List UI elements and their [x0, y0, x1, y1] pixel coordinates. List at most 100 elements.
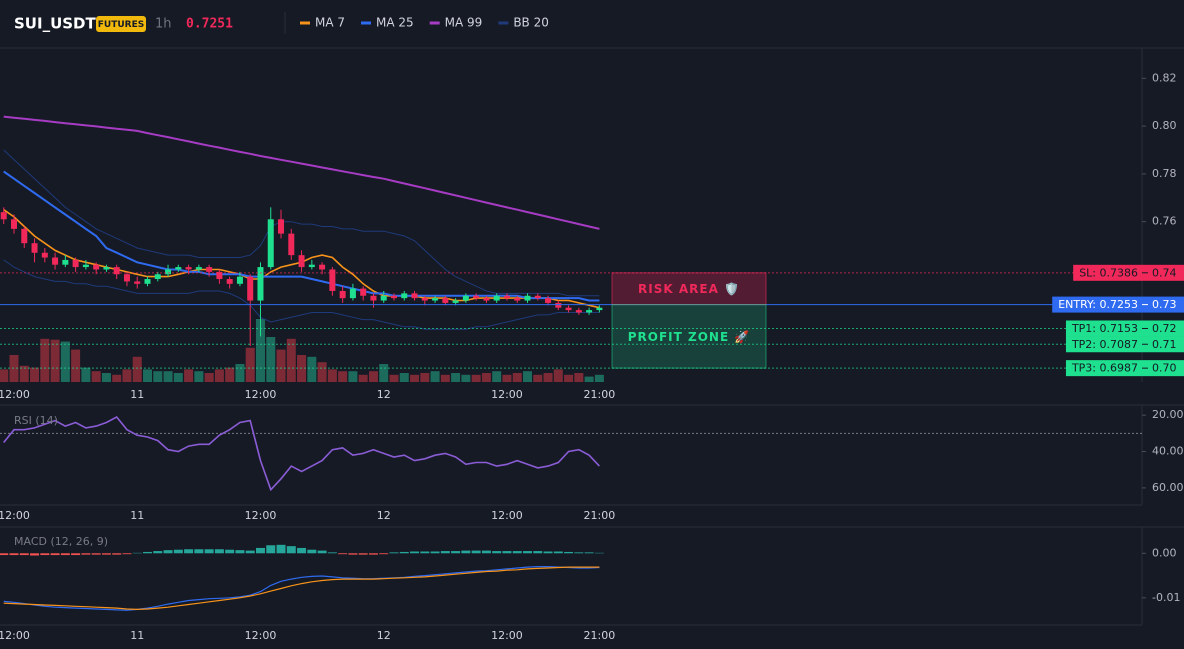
level-axis-label: 0.71 — [1152, 338, 1177, 351]
volume-bar — [574, 373, 584, 382]
level-tag — [1065, 336, 1184, 353]
candle-body — [52, 257, 59, 265]
volume-bar — [451, 373, 461, 382]
badge: FUTURES — [98, 20, 144, 30]
candle-body — [41, 252, 48, 258]
histogram-bar — [399, 551, 409, 554]
candle-body — [257, 267, 264, 301]
histogram-bar — [297, 547, 307, 554]
candle-body — [308, 264, 315, 268]
candle-body — [216, 271, 223, 280]
volume-bar — [19, 365, 29, 382]
panel-title: MACD (12, 26, 9) — [14, 535, 108, 548]
candle-body — [278, 219, 285, 234]
histogram-bar — [235, 550, 245, 554]
candle-body — [390, 295, 397, 299]
candle-body — [31, 243, 38, 253]
candle-body — [288, 233, 295, 256]
interval: 1h — [155, 17, 172, 32]
x-tick-label: 11 — [130, 509, 144, 522]
level-tag — [1073, 264, 1184, 281]
volume-bar — [594, 374, 604, 382]
y-tick-label: 60.00 — [1152, 481, 1184, 494]
legend-label: MA 99 — [445, 16, 483, 30]
x-tick-label: 12:00 — [0, 509, 30, 522]
histogram-bar — [91, 553, 101, 555]
macd-line — [3, 566, 600, 611]
y-tick-label: 0.78 — [1152, 167, 1177, 180]
volume-bar — [307, 356, 317, 382]
volume-bar — [225, 367, 235, 382]
histogram-bar — [543, 551, 553, 554]
histogram-bar — [101, 553, 111, 555]
histogram-bar — [194, 549, 204, 554]
volume-bar — [255, 319, 265, 382]
volume-bar — [184, 369, 194, 382]
candle-body — [514, 298, 521, 301]
last-price: 0.7251 — [186, 17, 233, 32]
volume-bar — [420, 373, 430, 382]
volume-bar — [245, 347, 255, 382]
volume-bar — [91, 371, 101, 382]
histogram-bar — [143, 551, 153, 554]
histogram-bar — [451, 551, 461, 554]
candle-body — [534, 295, 541, 299]
histogram-bar — [255, 547, 265, 554]
volume-bar — [122, 369, 132, 382]
histogram-bar — [471, 550, 481, 554]
histogram-bar — [440, 551, 450, 554]
volume-bar — [410, 374, 420, 382]
x-tick-label: 12 — [377, 388, 391, 401]
volume-bar — [163, 371, 173, 382]
volume-bar — [317, 362, 327, 382]
histogram-bar — [338, 553, 348, 555]
panel-title: RSI (14) — [14, 414, 58, 427]
legend-label: BB 20 — [513, 16, 549, 30]
candle-body — [226, 279, 233, 284]
volume-bar — [132, 356, 142, 382]
volume-bar — [173, 373, 183, 382]
histogram-bar — [153, 551, 163, 554]
panel — [0, 544, 604, 611]
histogram-bar — [163, 550, 173, 554]
panel — [0, 415, 1142, 492]
x-tick-label: 12:00 — [491, 629, 523, 642]
profit-zone — [611, 304, 767, 369]
volume-bar — [153, 371, 163, 382]
histogram-bar — [286, 546, 296, 554]
histogram-bar — [461, 550, 471, 554]
y-tick-label: -0.01 — [1152, 591, 1180, 604]
level-label: TP1: 0.7153 — [1071, 322, 1138, 335]
candle-body — [380, 295, 387, 301]
candle-body — [21, 228, 28, 244]
volume-bar — [389, 374, 399, 382]
y-tick-label: 40.00 — [1152, 445, 1184, 458]
candle-body — [82, 264, 89, 268]
candle-body — [596, 307, 603, 311]
histogram-bar — [9, 553, 19, 556]
candle-body — [113, 267, 120, 275]
volume-bar — [430, 371, 440, 382]
candle-body — [93, 264, 100, 270]
volume-bar — [502, 374, 512, 382]
histogram-bar — [0, 553, 9, 556]
candle-body — [62, 259, 69, 265]
x-tick-label: 21:00 — [584, 388, 616, 401]
candle-body — [452, 300, 459, 303]
risk-zone — [611, 272, 767, 306]
candle-body — [144, 279, 151, 284]
candle-body — [0, 212, 7, 220]
y-tick-label: 0.76 — [1152, 215, 1177, 228]
candle-body — [442, 298, 449, 303]
volume-bar — [194, 371, 204, 382]
candle-body — [493, 295, 500, 301]
x-tick-label: 12:00 — [491, 509, 523, 522]
histogram-bar — [266, 545, 276, 554]
candle-body — [134, 281, 141, 284]
candle-body — [195, 267, 202, 270]
volume-bar — [399, 373, 409, 382]
volume-bar — [50, 339, 60, 382]
candle-body — [411, 293, 418, 299]
volume-bar — [71, 349, 81, 382]
